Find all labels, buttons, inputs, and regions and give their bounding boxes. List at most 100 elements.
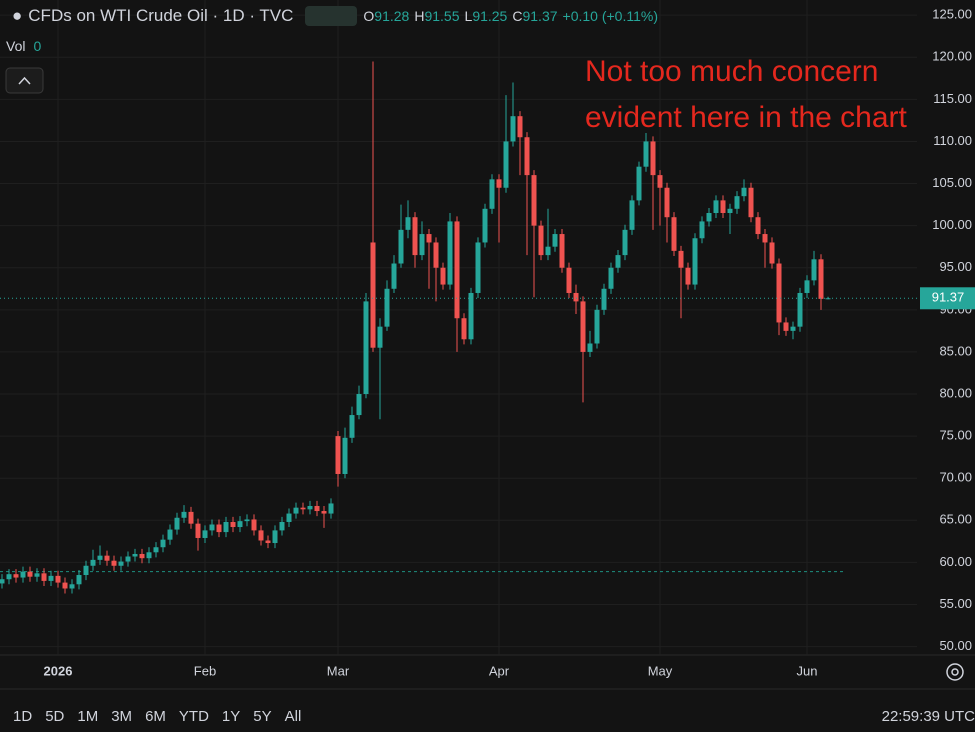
- candle-body: [258, 530, 264, 541]
- candle-body: [202, 530, 208, 538]
- candle-body: [237, 521, 243, 528]
- candle-body: [538, 225, 544, 256]
- candle-body: [580, 301, 586, 352]
- candle-body: [454, 221, 460, 319]
- y-tick-label: 55.00: [939, 596, 972, 611]
- candle-body: [573, 292, 579, 302]
- candle-body: [160, 539, 166, 548]
- candle-body: [699, 221, 705, 239]
- candle-body: [335, 436, 341, 474]
- candle-body: [510, 116, 516, 142]
- candle-body: [153, 547, 159, 553]
- candle-body: [34, 573, 40, 577]
- volume-label: Vol: [6, 38, 26, 54]
- candle-body: [517, 116, 523, 138]
- status-badge[interactable]: [305, 6, 358, 26]
- symbol-title: CFDs on WTI Crude Oil · 1D · TVC: [28, 6, 294, 25]
- candle-body: [475, 242, 481, 293]
- y-tick-label: 80.00: [939, 385, 972, 400]
- timeframe-button[interactable]: YTD: [178, 707, 209, 725]
- candle-body: [440, 267, 446, 285]
- candle-body: [174, 517, 180, 530]
- candle-body: [146, 552, 152, 559]
- y-tick-label: 75.00: [939, 428, 972, 443]
- candle-body: [685, 267, 691, 285]
- ohlc-label: H: [414, 8, 425, 24]
- candle-body: [293, 507, 299, 514]
- candle-body: [797, 292, 803, 327]
- candle-body: [97, 555, 103, 560]
- timeframe-button[interactable]: 1M: [77, 707, 99, 725]
- timeframe-button[interactable]: 5Y: [253, 707, 272, 725]
- candle-body: [69, 584, 75, 589]
- ohlc-label: O: [363, 8, 375, 24]
- candle-body: [139, 553, 145, 559]
- candle-body: [622, 229, 628, 256]
- candle-body: [426, 234, 432, 243]
- ohlc-value: 91.28: [374, 8, 410, 24]
- last-price-label: 91.37: [932, 290, 965, 305]
- candle-body: [643, 141, 649, 167]
- candle-body: [300, 507, 306, 510]
- candle-body: [377, 326, 383, 348]
- settings-button[interactable]: [946, 663, 964, 681]
- candle-body: [272, 530, 278, 544]
- timeframe-button[interactable]: 1D: [13, 707, 33, 725]
- candle-body: [230, 521, 236, 528]
- candle-body: [713, 200, 719, 214]
- ohlc-values: O91.28 H91.55 L91.25 C91.37 +0.10 (+0.11%): [363, 8, 658, 24]
- x-tick-label: Feb: [194, 663, 216, 678]
- candle-body: [650, 141, 656, 176]
- bottom-toolbar: 1D 5D 1M 3M 6M YTD 1Y 5Y All 22:59:39 UTC: [0, 700, 975, 732]
- candle-body: [20, 571, 26, 578]
- x-tick-label: 2026: [44, 663, 73, 678]
- x-tick-label: Mar: [327, 663, 350, 678]
- candle-body: [41, 573, 47, 581]
- candle-body: [734, 196, 740, 209]
- candle-body: [13, 574, 19, 578]
- candle-body: [6, 574, 12, 580]
- settings-icon: [951, 668, 959, 676]
- candle-body: [412, 217, 418, 256]
- candle-body: [279, 521, 285, 531]
- candle-body: [244, 519, 250, 522]
- collapse-button[interactable]: [5, 67, 44, 94]
- candle-body: [671, 217, 677, 251]
- candle-body: [678, 250, 684, 268]
- candle-body: [0, 579, 5, 584]
- candle-body: [356, 394, 362, 416]
- timeframe-button[interactable]: 5D: [45, 707, 65, 725]
- annotation: evident here in the chart: [585, 101, 908, 134]
- timeframe-button[interactable]: 3M: [111, 707, 133, 725]
- y-tick-label: 65.00: [939, 512, 972, 527]
- y-tick-label: 70.00: [939, 470, 972, 485]
- candle-body: [251, 519, 257, 531]
- timeframe-button[interactable]: All: [284, 707, 302, 725]
- candle-body: [349, 415, 355, 438]
- y-tick-label: 95.00: [939, 259, 972, 274]
- candle-body: [692, 238, 698, 285]
- ohlc-label: C: [512, 8, 523, 24]
- candle-body: [433, 242, 439, 268]
- x-tick-label: May: [648, 663, 673, 678]
- candle-body: [384, 288, 390, 327]
- candle-body: [706, 213, 712, 222]
- candle-body: [195, 523, 201, 538]
- candle-body: [62, 582, 68, 589]
- candle-body: [524, 137, 530, 176]
- candle-body: [104, 555, 110, 561]
- timeframe-button[interactable]: 6M: [145, 707, 166, 725]
- candle-body: [720, 200, 726, 214]
- candle-body: [125, 556, 131, 562]
- candle-body: [419, 234, 425, 256]
- x-tick-label: Apr: [489, 663, 510, 678]
- candle-body: [447, 221, 453, 285]
- candle-body: [188, 511, 194, 524]
- candle-body: [804, 280, 810, 293]
- candle-body: [286, 513, 292, 522]
- timeframe-button[interactable]: 1Y: [221, 707, 241, 725]
- annotation: Not too much concern: [585, 55, 878, 88]
- candle-body: [27, 571, 33, 577]
- ohlc-value: 91.37: [522, 8, 558, 24]
